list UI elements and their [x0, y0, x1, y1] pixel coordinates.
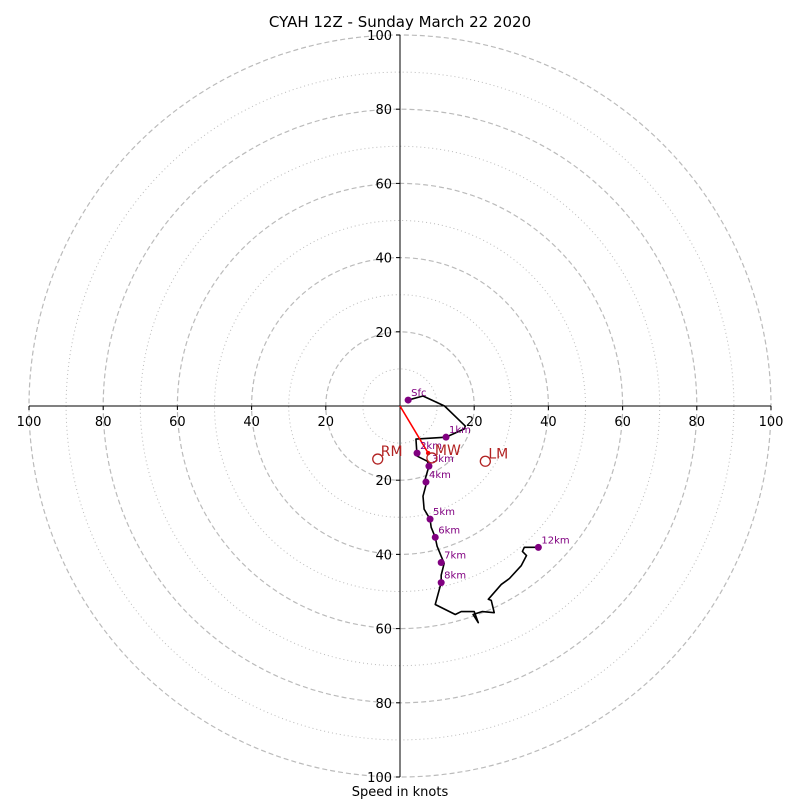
y-tick-label: 100	[367, 29, 392, 44]
height-marker-point	[442, 433, 450, 441]
height-marker-label: Sfc	[411, 388, 426, 399]
x-tick-label: 40	[540, 415, 557, 430]
x-tick-label: 20	[466, 415, 483, 430]
y-tick-label: 20	[375, 326, 392, 341]
y-tick-label: 60	[375, 177, 392, 192]
x-tick-label: 100	[17, 415, 42, 430]
chart-title: CYAH 12Z - Sunday March 22 2020	[269, 13, 531, 31]
y-tick-label: 60	[375, 623, 392, 638]
storm-motion-label: RM	[381, 444, 403, 460]
height-marker-point	[425, 462, 433, 470]
storm-motion-label: LM	[488, 446, 508, 462]
height-marker-point	[422, 478, 430, 486]
x-axis-label: Speed in knots	[352, 785, 449, 800]
height-marker-point	[426, 515, 434, 523]
height-marker-point	[437, 579, 445, 587]
storm-motion-marker	[479, 455, 491, 467]
tick-labels: 100 80 60 40 20 20 40 60 80 100 100 80 60 40 20 20 40 60 8…	[17, 29, 784, 786]
height-marker-label: 8km	[444, 571, 466, 582]
x-tick-label: 100	[759, 415, 784, 430]
y-tick-label: 40	[375, 548, 392, 563]
x-tick-label: 40	[243, 415, 260, 430]
x-tick-label: 80	[95, 415, 112, 430]
height-marker-point	[404, 396, 412, 404]
storm-motion-marker	[372, 453, 384, 465]
y-tick-label: 80	[375, 103, 392, 118]
height-marker-label: 4km	[429, 470, 451, 481]
height-marker-label: 6km	[438, 525, 460, 536]
x-tick-label: 60	[614, 415, 631, 430]
height-marker-point	[431, 533, 439, 541]
height-marker-point	[437, 559, 445, 567]
height-markers: Sfc 1km 2km 3km 4km 5km 6km 7km 8km 12km	[404, 388, 570, 587]
y-tick-label: 40	[375, 252, 392, 267]
height-marker-label: 12km	[541, 535, 569, 546]
y-tick-label: 80	[375, 697, 392, 712]
height-marker-label: 7km	[444, 551, 466, 562]
y-tick-label: 20	[375, 474, 392, 489]
x-tick-label: 20	[318, 415, 335, 430]
shear-vector-line	[399, 405, 429, 454]
height-marker-label: 5km	[433, 507, 455, 518]
storm-motion-marker	[426, 452, 438, 464]
x-tick-label: 80	[689, 415, 706, 430]
y-tick-label: 100	[367, 771, 392, 786]
height-marker-label: 3km	[432, 454, 454, 465]
storm-motion-label: MW	[435, 443, 461, 459]
height-marker-point	[534, 543, 542, 551]
storm-motions: RM MW LM	[372, 443, 508, 467]
height-marker-label: 2km	[420, 441, 442, 452]
x-tick-label: 60	[169, 415, 186, 430]
height-marker-label: 1km	[449, 425, 471, 436]
height-marker-point	[413, 449, 421, 457]
